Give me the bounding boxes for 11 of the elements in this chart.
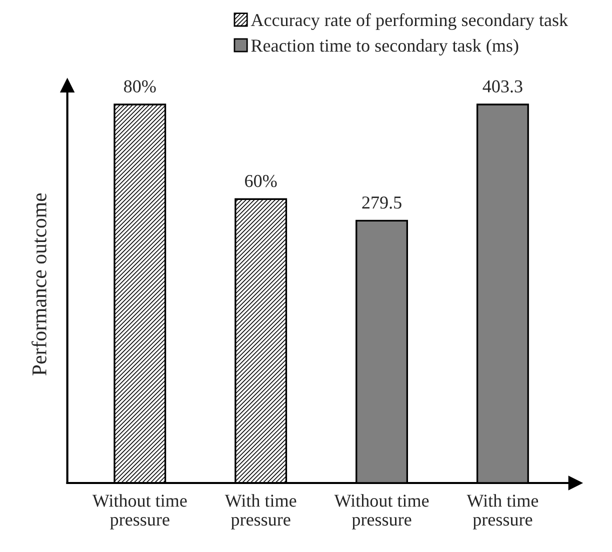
x-tick-label: With time pressure — [466, 494, 538, 530]
data-label: 60% — [245, 174, 277, 188]
data-label: 403.3 — [482, 80, 522, 93]
legend-label: Accuracy rate of performing secondary task — [250, 13, 568, 30]
x-tick-label: Without time pressure — [334, 494, 429, 530]
data-label: 80% — [124, 80, 156, 93]
x-tick-label: With time pressure — [224, 494, 296, 530]
legend-label: Reaction time to secondary task (ms) — [251, 39, 518, 56]
y-axis-title: Performance outcome — [32, 193, 46, 376]
x-tick-label: Without time pressure — [92, 494, 187, 530]
data-label: 279.5 — [362, 196, 402, 209]
